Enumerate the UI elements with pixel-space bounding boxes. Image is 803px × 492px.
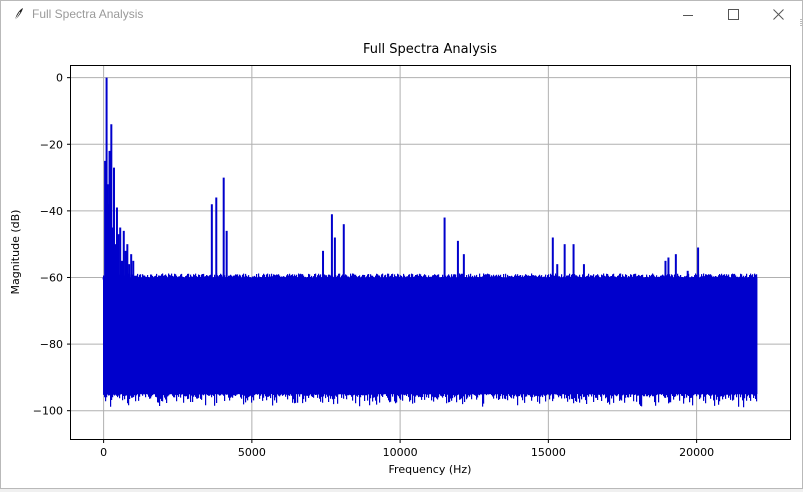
- x-tick-label: 0: [100, 446, 107, 459]
- x-tick-label: 20000: [679, 446, 714, 459]
- y-tick-label: 0: [56, 72, 63, 85]
- close-icon: [773, 9, 784, 20]
- x-tick-label: 10000: [383, 446, 418, 459]
- noise-floor-strokes: [103, 273, 758, 408]
- maximize-button[interactable]: [711, 1, 757, 29]
- figure-canvas[interactable]: Full Spectra Analysis 0 5000 10000 15000 200…: [1, 30, 802, 488]
- maximize-icon: [728, 9, 739, 20]
- title-bar[interactable]: Full Spectra Analysis: [1, 1, 802, 29]
- y-tick-label: −40: [40, 205, 63, 218]
- y-tick-label: −60: [40, 271, 63, 284]
- spectrum-series: [102, 77, 700, 280]
- minimize-button[interactable]: [665, 1, 711, 29]
- y-tick-label: −100: [33, 405, 63, 418]
- y-tick-label: −20: [40, 138, 63, 151]
- chart-title: Full Spectra Analysis: [363, 42, 497, 57]
- feather-icon: [14, 8, 23, 21]
- x-axis-label: Frequency (Hz): [389, 463, 472, 476]
- spectrum-chart: Full Spectra Analysis 0 5000 10000 15000 200…: [9, 42, 791, 476]
- noise-floor-band: [103, 273, 758, 408]
- y-axis-label: Magnitude (dB): [9, 210, 22, 295]
- minimize-icon: [683, 15, 693, 16]
- close-button[interactable]: [756, 1, 802, 29]
- x-tick-label: 15000: [531, 446, 566, 459]
- x-tick-label: 5000: [238, 446, 266, 459]
- x-axis-ticks: 0 5000 10000 15000 20000: [100, 439, 714, 459]
- window-title: Full Spectra Analysis: [32, 7, 144, 21]
- y-axis-ticks: 0 −20 −40 −60 −80 −100: [33, 72, 71, 418]
- plot-frame: [70, 65, 791, 440]
- window-edge-grip: [800, 19, 802, 27]
- y-tick-label: −80: [40, 338, 63, 351]
